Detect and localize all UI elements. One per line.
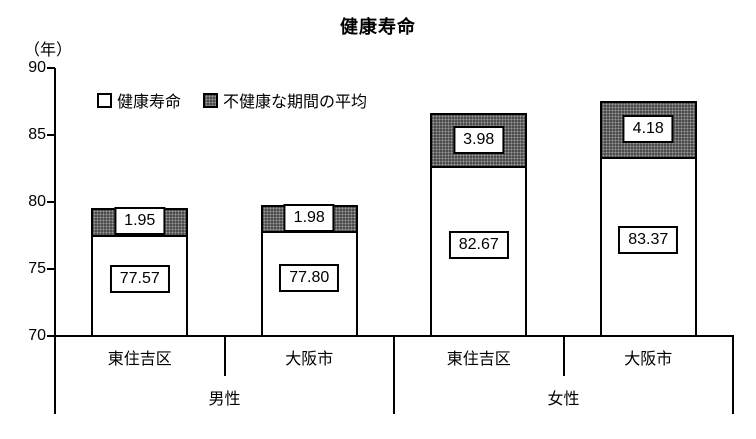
category-label: 東住吉区 (446, 351, 511, 368)
unhealthy-value-label: 1.98 (283, 204, 335, 233)
healthy-swatch-icon (97, 92, 112, 108)
unhealthy-value-label: 1.95 (114, 207, 166, 236)
y-axis-tick (47, 201, 55, 203)
y-axis-tick-label: 70 (28, 327, 46, 344)
bar-segment-healthy (599, 156, 697, 337)
unhealthy-swatch-icon (203, 92, 219, 108)
y-axis-tick-label: 80 (28, 193, 46, 210)
y-axis-tick (47, 67, 55, 69)
healthy-value-label: 82.67 (448, 231, 509, 260)
healthy-value-label: 83.37 (618, 226, 679, 255)
y-axis-tick (47, 268, 55, 270)
legend-label-unhealthy: 不健康な期間の平均 (223, 94, 368, 111)
category-label: 大阪市 (624, 351, 673, 368)
y-axis-tick (47, 134, 55, 136)
chart-title: 健康寿命 (340, 17, 416, 37)
y-axis-tick-label: 85 (28, 126, 46, 143)
group-divider (393, 336, 395, 414)
y-axis-tick-label: 90 (28, 59, 46, 76)
y-axis-tick-label: 75 (28, 260, 46, 277)
bar-segment-unhealthy (599, 100, 697, 157)
category-divider (223, 336, 226, 376)
legend-item-healthy: 健康寿命 (97, 88, 181, 112)
legend-item-unhealthy: 不健康な期間の平均 (203, 88, 367, 112)
group-divider (732, 336, 734, 414)
y-axis-line (54, 68, 56, 414)
healthy-value-label: 77.57 (109, 265, 170, 294)
y-axis-unit-label: （年） (24, 42, 73, 59)
legend-label-healthy: 健康寿命 (117, 94, 182, 111)
category-label: 大阪市 (285, 351, 334, 368)
group-label: 男性 (208, 391, 241, 408)
unhealthy-value-label: 3.98 (453, 125, 505, 154)
category-divider (562, 336, 565, 376)
group-label: 女性 (547, 391, 580, 408)
healthy-value-label: 77.80 (279, 263, 340, 292)
unhealthy-value-label: 4.18 (622, 114, 674, 143)
legend: 健康寿命 不健康な期間の平均 (97, 88, 367, 112)
y-axis-tick (47, 335, 55, 337)
category-label: 東住吉区 (107, 351, 172, 368)
